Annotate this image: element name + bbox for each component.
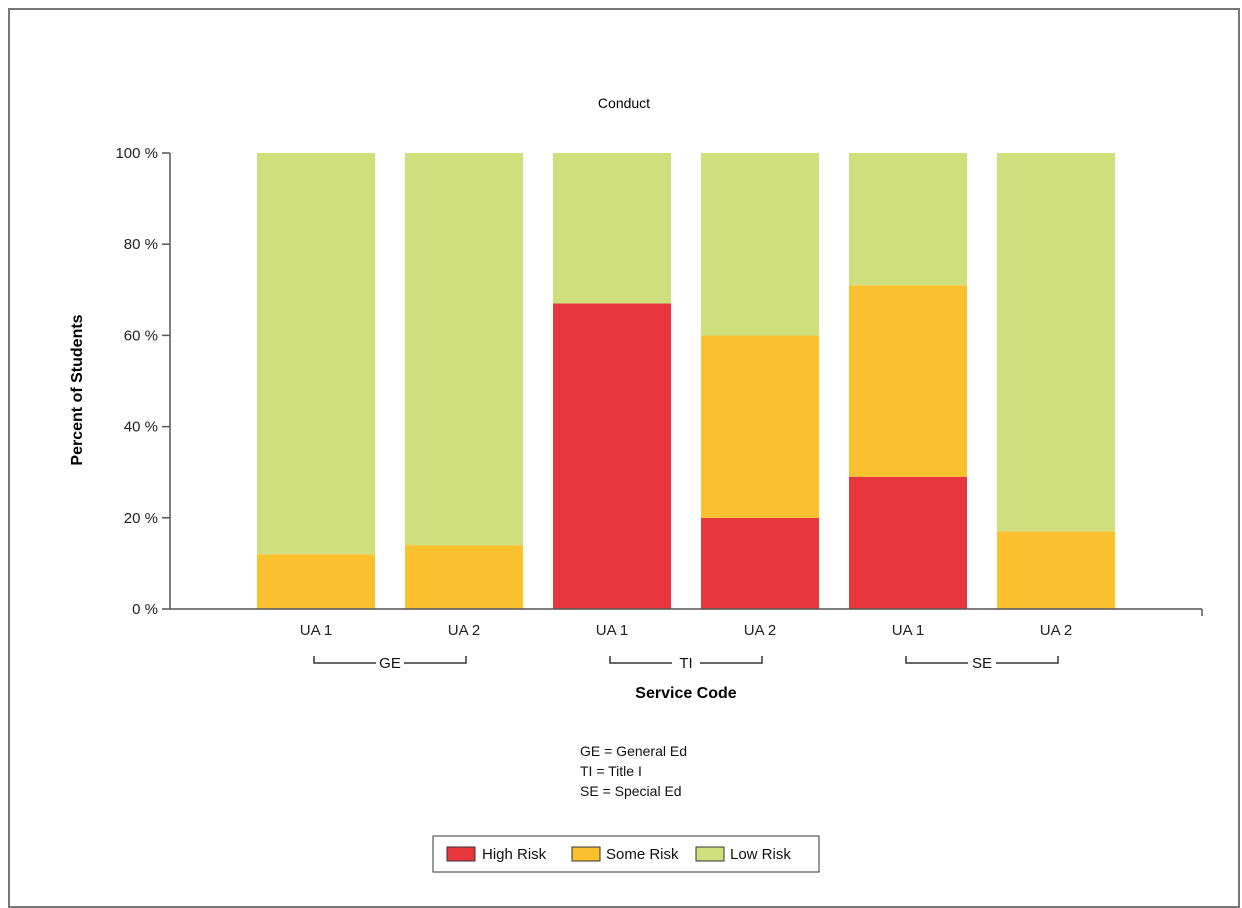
legend-label-high-risk: High Risk	[482, 846, 547, 863]
legend-swatch-high-risk	[446, 846, 476, 862]
legend-swatch-low-risk	[695, 846, 725, 862]
group-bracket	[313, 656, 467, 664]
x-tick-label: UA 1	[300, 622, 333, 639]
x-tick-label: UA 1	[892, 622, 925, 639]
bar-segment-some-risk	[405, 545, 523, 609]
group-label: TI	[679, 655, 692, 672]
bar-segment-some-risk	[257, 554, 375, 609]
x-tick-label: UA 2	[744, 622, 777, 639]
y-axis-title: Percent of Students	[69, 314, 86, 465]
y-tick-label: 100 %	[115, 145, 158, 162]
bar-segment-high-risk	[553, 303, 671, 609]
legend-box	[432, 835, 820, 873]
bar-segment-low-risk	[997, 153, 1115, 532]
x-tick-label: UA 1	[596, 622, 629, 639]
bar-segment-low-risk	[257, 153, 375, 555]
bar-segment-high-risk	[849, 476, 967, 609]
stacked-bar-chart: Conduct 0 %20 %40 %60 %80 %100 % UA 1 UA …	[69, 95, 1203, 873]
bar-segment-low-risk	[701, 153, 819, 336]
y-tick-label: 20 %	[124, 510, 158, 527]
bar-segment-some-risk	[701, 335, 819, 518]
y-tick-label: 0 %	[132, 601, 158, 618]
report-frame: Conduct 0 % 20 % 40 % 60 % 80 % 100 % UA 1 UA …	[8, 8, 1240, 908]
y-tick-label: 40 %	[124, 419, 158, 436]
x-axis: UA 1 UA 2 UA 1 UA 2 UA 1 UA 2 GE TI SE	[170, 608, 1203, 672]
group-bracket	[905, 656, 1059, 664]
bar-segment-low-risk	[553, 153, 671, 304]
legend-swatch-some-risk	[571, 846, 601, 862]
legend-label-low-risk: Low Risk	[730, 846, 791, 863]
bar-segment-high-risk	[701, 517, 819, 609]
abbreviation-notes: GE = General Ed TI = Title I SE = Specia…	[580, 743, 687, 799]
x-tick-label: UA 2	[448, 622, 481, 639]
legend-label-some-risk: Some Risk	[606, 846, 679, 863]
y-axis: 0 % 20 % 40 % 60 % 80 % 100 %	[115, 145, 171, 618]
bars-layer	[257, 153, 1115, 609]
bar-segment-low-risk	[405, 153, 523, 546]
note-line: SE = Special Ed	[580, 783, 682, 799]
chart-title: Conduct	[598, 95, 650, 111]
note-line: GE = General Ed	[580, 743, 687, 759]
y-tick-label: 80 %	[124, 236, 158, 253]
y-tick-label: 60 %	[124, 327, 158, 344]
group-label: GE	[379, 655, 401, 672]
x-tick-label: UA 2	[1040, 622, 1073, 639]
x-axis-title: Service Code	[635, 685, 736, 702]
bar-segment-some-risk	[997, 531, 1115, 609]
group-bracket	[609, 656, 763, 664]
note-line: TI = Title I	[580, 763, 642, 779]
group-label: SE	[972, 655, 992, 672]
legend: High Risk Some Risk Low Risk	[432, 835, 820, 873]
bar-segment-low-risk	[849, 153, 967, 286]
bar-segment-some-risk	[849, 285, 967, 477]
